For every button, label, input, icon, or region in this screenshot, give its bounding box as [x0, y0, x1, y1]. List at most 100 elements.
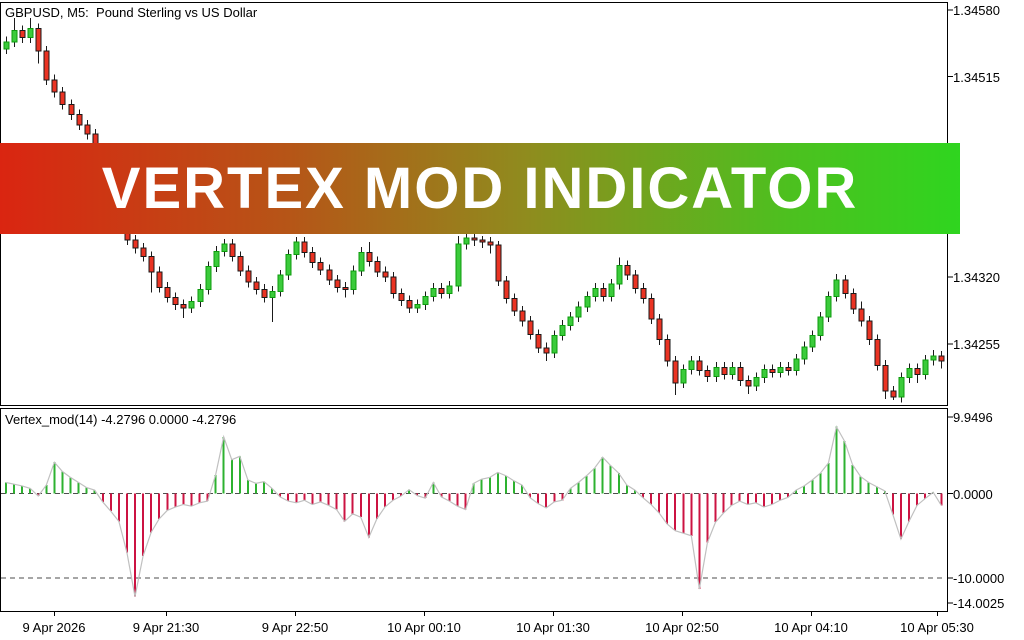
envelope-line [5, 425, 942, 597]
bear-candle [301, 241, 308, 253]
bear-candle [543, 347, 550, 354]
indicator-title: Vertex_mod(14) -4.2796 0.0000 -4.2796 [5, 412, 237, 427]
bull-candle [825, 296, 832, 318]
bear-candle [850, 292, 857, 310]
bull-candle [455, 243, 462, 287]
bear-candle [390, 276, 397, 294]
bear-candle [334, 279, 341, 288]
time-axis-label: 10 Apr 01:30 [516, 620, 590, 635]
bear-candle [148, 255, 155, 273]
bull-candle [898, 377, 905, 398]
bull-candle [422, 296, 429, 306]
vertex-mod-banner: VERTEX MOD INDICATOR [0, 143, 960, 234]
bear-candle [890, 390, 897, 398]
bear-candle [19, 30, 26, 39]
bear-candle [785, 366, 792, 371]
time-axis-label: 10 Apr 05:30 [900, 620, 974, 635]
bear-candle [382, 271, 389, 278]
bull-candle [269, 290, 276, 299]
bull-candle [777, 366, 784, 374]
bear-candle [672, 360, 679, 384]
bear-candle [769, 368, 776, 374]
bear-candle [245, 270, 252, 283]
bull-candle [463, 237, 470, 245]
bull-candle [551, 335, 558, 354]
bear-candle [535, 334, 542, 349]
bull-candle [592, 287, 599, 298]
bear-candle [866, 320, 873, 341]
bull-candle [277, 274, 284, 292]
bear-candle [696, 360, 703, 371]
indicator-axis-label: -14.0025 [953, 596, 1005, 611]
bear-candle [938, 355, 945, 362]
bear-candle [317, 262, 324, 271]
bull-candle [801, 346, 808, 360]
bull-candle [922, 359, 929, 376]
bear-candle [495, 244, 502, 282]
bull-candle [793, 358, 800, 371]
bear-candle [342, 286, 349, 290]
bear-candle [253, 281, 260, 290]
banner-text: VERTEX MOD INDICATOR [101, 156, 859, 221]
bear-candle [229, 243, 236, 257]
bear-candle [326, 269, 333, 281]
bull-candle [221, 243, 228, 252]
time-axis-label: 10 Apr 04:10 [774, 620, 848, 635]
bull-candle [358, 251, 365, 272]
vertex-histogram-layer [5, 426, 943, 597]
bear-candle [511, 298, 518, 312]
price-axis-label: 1.34255 [953, 336, 1000, 352]
bear-candle [140, 247, 147, 257]
price-axis-label: 1.34320 [953, 270, 1000, 285]
bear-candle [398, 292, 405, 302]
bear-candle [704, 369, 711, 378]
bear-candle [438, 287, 445, 294]
bear-candle [640, 287, 647, 300]
bull-candle [188, 301, 195, 309]
bull-candle [205, 266, 212, 290]
bull-candle [350, 270, 357, 290]
bear-candle [745, 380, 752, 387]
bear-candle [43, 50, 50, 81]
bull-candle [584, 296, 591, 308]
indicator-pane-frame [0, 408, 948, 612]
bull-candle [833, 279, 840, 298]
time-axis-label: 9 Apr 21:30 [132, 620, 200, 635]
bull-candle [213, 250, 220, 268]
bull-candle [680, 368, 687, 384]
bear-candle [237, 255, 244, 272]
bear-candle [487, 241, 494, 246]
bear-candle [737, 366, 744, 382]
bull-candle [688, 360, 695, 370]
bear-candle [309, 251, 316, 264]
time-axis[interactable]: 9 Apr 2026 9 Apr 21:30 9 Apr 22:50 10 Apr 0… [0, 617, 1024, 640]
symbol-title: GBPUSD, M5: Pound Sterling vs US Dollar [5, 5, 258, 20]
bear-candle [600, 287, 607, 298]
bear-candle [180, 304, 187, 309]
time-axis-label: 9 Apr 22:50 [261, 620, 329, 635]
bull-candle [430, 287, 437, 298]
bull-candle [930, 355, 937, 361]
bear-candle [406, 300, 413, 309]
bull-candle [197, 288, 204, 303]
bull-candle [761, 368, 768, 379]
bear-candle [51, 79, 58, 93]
bull-candle [11, 30, 18, 43]
bear-candle [374, 261, 381, 273]
price-axis[interactable]: 1.34580 1.34515 1.34320 1.34255 9.9496 0.0000… [947, 0, 1024, 640]
bull-candle [27, 27, 34, 39]
bull-candle [285, 253, 292, 276]
bear-candle [172, 297, 179, 306]
bear-candle [842, 279, 849, 294]
bear-candle [84, 124, 91, 135]
bear-candle [503, 280, 510, 300]
price-axis-label: 1.34515 [953, 69, 1000, 85]
bear-candle [471, 237, 478, 241]
candles-layer [3, 18, 945, 403]
bear-candle [519, 310, 526, 322]
bear-candle [882, 364, 889, 392]
bear-candle [527, 320, 534, 336]
time-axis-label: 10 Apr 00:10 [387, 620, 461, 635]
